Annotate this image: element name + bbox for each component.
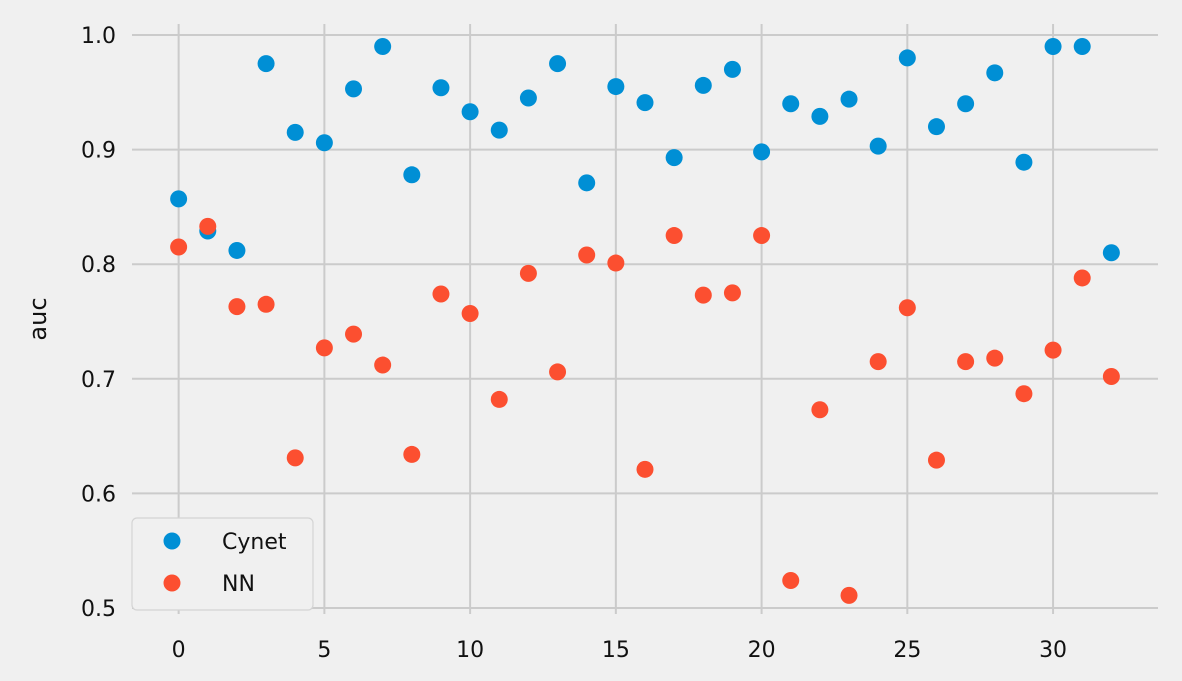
x-tick-label: 20 <box>748 638 776 663</box>
point-cynet-31 <box>1073 37 1091 55</box>
y-axis-label: auc <box>24 297 52 340</box>
x-tick-label: 15 <box>602 638 630 663</box>
point-cynet-10 <box>461 103 479 121</box>
legend: Cynet NN <box>131 517 314 611</box>
point-nn-30 <box>1044 341 1062 359</box>
series-cynet <box>170 37 1120 262</box>
point-nn-6 <box>345 325 363 343</box>
point-nn-15 <box>607 254 625 272</box>
point-cynet-26 <box>927 118 945 136</box>
point-cynet-28 <box>986 64 1004 82</box>
point-nn-2 <box>228 298 246 316</box>
y-tick-label: 0.8 <box>81 253 116 278</box>
point-nn-28 <box>986 349 1004 367</box>
point-nn-21 <box>782 571 800 589</box>
point-cynet-4 <box>286 123 304 141</box>
x-tick-label: 5 <box>317 638 331 663</box>
point-nn-20 <box>753 227 771 245</box>
point-cynet-14 <box>578 174 596 192</box>
point-nn-26 <box>927 451 945 469</box>
point-cynet-17 <box>665 149 683 167</box>
point-cynet-30 <box>1044 37 1062 55</box>
point-nn-24 <box>869 353 887 371</box>
point-nn-17 <box>665 227 683 245</box>
point-cynet-19 <box>723 60 741 78</box>
point-nn-25 <box>898 299 916 317</box>
point-cynet-8 <box>403 166 421 184</box>
point-nn-13 <box>549 363 567 381</box>
point-nn-19 <box>723 284 741 302</box>
point-cynet-24 <box>869 137 887 155</box>
point-nn-7 <box>374 356 392 374</box>
x-tick-label: 25 <box>893 638 921 663</box>
point-cynet-16 <box>636 94 654 112</box>
point-cynet-3 <box>257 55 275 73</box>
point-nn-18 <box>694 286 712 304</box>
point-nn-29 <box>1015 385 1033 403</box>
point-cynet-2 <box>228 241 246 259</box>
legend-label-cynet: Cynet <box>222 530 287 555</box>
point-cynet-5 <box>315 134 333 152</box>
legend-marker-nn <box>163 574 181 592</box>
grid-lines <box>132 24 1158 614</box>
point-cynet-11 <box>490 121 508 139</box>
point-nn-4 <box>286 449 304 467</box>
y-tick-label: 0.6 <box>81 482 116 507</box>
series-nn <box>170 217 1120 604</box>
point-cynet-13 <box>549 55 567 73</box>
point-nn-8 <box>403 445 421 463</box>
point-cynet-6 <box>345 80 363 98</box>
point-nn-1 <box>199 217 217 235</box>
x-tick-label: 30 <box>1039 638 1067 663</box>
point-nn-14 <box>578 246 596 264</box>
point-nn-5 <box>315 339 333 357</box>
point-nn-27 <box>957 353 975 371</box>
point-cynet-32 <box>1102 244 1120 262</box>
legend-marker-cynet <box>163 532 181 550</box>
point-nn-3 <box>257 295 275 313</box>
point-nn-0 <box>170 238 188 256</box>
legend-label-nn: NN <box>222 572 255 597</box>
point-cynet-12 <box>519 89 537 107</box>
point-nn-16 <box>636 460 654 478</box>
y-tick-labels: 0.5 0.6 0.7 0.8 0.9 1.0 <box>81 24 116 622</box>
y-tick-label: 0.9 <box>81 139 116 164</box>
point-cynet-15 <box>607 78 625 96</box>
point-cynet-18 <box>694 76 712 94</box>
point-nn-10 <box>461 304 479 322</box>
y-tick-label: 0.7 <box>81 368 116 393</box>
point-cynet-25 <box>898 49 916 67</box>
point-cynet-21 <box>782 95 800 113</box>
x-tick-label: 10 <box>456 638 484 663</box>
point-cynet-7 <box>374 37 392 55</box>
y-tick-label: 1.0 <box>81 24 116 49</box>
plot-area <box>132 24 1158 614</box>
point-nn-22 <box>811 401 829 419</box>
point-cynet-23 <box>840 90 858 108</box>
series-groups <box>170 37 1120 604</box>
point-nn-23 <box>840 586 858 604</box>
x-tick-label: 0 <box>172 638 186 663</box>
point-nn-12 <box>519 264 537 282</box>
y-tick-label: 0.5 <box>81 597 116 622</box>
point-cynet-20 <box>753 143 771 161</box>
point-nn-32 <box>1102 368 1120 386</box>
point-nn-31 <box>1073 269 1091 287</box>
point-cynet-22 <box>811 107 829 125</box>
point-nn-11 <box>490 390 508 408</box>
point-cynet-27 <box>957 95 975 113</box>
x-tick-labels: 0 5 10 15 20 25 30 <box>172 638 1067 663</box>
point-nn-9 <box>432 285 450 303</box>
point-cynet-0 <box>170 190 188 208</box>
point-cynet-29 <box>1015 153 1033 171</box>
point-cynet-9 <box>432 79 450 97</box>
